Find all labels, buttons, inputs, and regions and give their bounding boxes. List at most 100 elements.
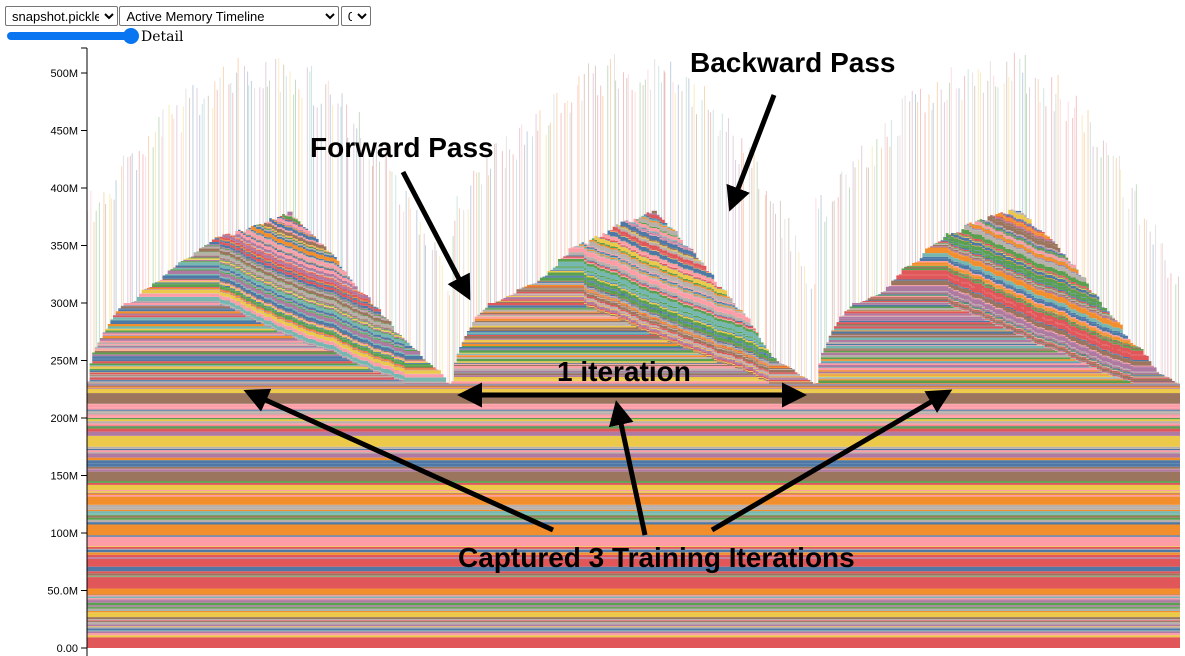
allocation-layer xyxy=(818,373,1108,375)
baseline-layer xyxy=(87,403,1180,405)
allocation-layer xyxy=(261,224,330,252)
baseline-layer xyxy=(87,404,1180,408)
allocation-layer xyxy=(123,303,220,306)
allocation-layer xyxy=(633,218,683,244)
allocation-layer xyxy=(87,381,405,384)
allocation-layer xyxy=(94,349,327,351)
baseline-layer xyxy=(87,515,1180,518)
allocation-layer xyxy=(97,344,314,346)
allocation-layer xyxy=(836,322,993,324)
allocation-layer xyxy=(990,215,1058,247)
detail-slider-row: Detail xyxy=(7,27,183,45)
allocation-layer xyxy=(115,311,241,314)
allocation-layer xyxy=(89,375,392,378)
baseline-layer xyxy=(87,524,1180,536)
allocation-layer xyxy=(852,303,949,305)
slider-thumb[interactable] xyxy=(123,28,139,44)
baseline-layer xyxy=(87,637,1180,648)
baseline-layer xyxy=(87,549,1180,553)
baseline-layer xyxy=(87,595,1180,597)
allocation-layer xyxy=(636,219,681,240)
detail-slider[interactable] xyxy=(7,28,139,44)
allocation-layer xyxy=(469,327,639,330)
allocation-layer xyxy=(474,320,626,323)
allocation-layer xyxy=(818,377,1121,380)
allocation-layer xyxy=(92,359,350,362)
arrow-backward xyxy=(726,94,777,212)
allocation-layer xyxy=(89,366,363,367)
baseline-layer xyxy=(87,507,1180,510)
allocation-layer xyxy=(172,267,415,349)
snapshot-file-select[interactable]: snapshot.pickle xyxy=(5,6,118,26)
allocation-layer xyxy=(94,350,335,353)
baseline-layer xyxy=(87,417,1180,420)
allocation-layer xyxy=(826,345,1043,346)
baseline-layer xyxy=(87,571,1180,574)
allocation-layer xyxy=(102,335,288,336)
allocation-layer xyxy=(110,320,257,323)
allocation-layer xyxy=(568,252,751,326)
baseline-layer xyxy=(87,448,1180,451)
y-tick: 350M xyxy=(50,241,87,253)
allocation-layer xyxy=(623,220,696,254)
baseline-layer xyxy=(87,460,1180,464)
baseline-layer xyxy=(87,552,1180,555)
allocation-layer xyxy=(945,233,1102,306)
allocation-layer xyxy=(643,214,668,225)
allocation-layer xyxy=(204,246,387,319)
allocation-layer xyxy=(269,218,319,243)
arrow-iteration-2 xyxy=(608,400,648,536)
allocation-layer xyxy=(932,244,1115,321)
allocation-layer xyxy=(94,350,330,351)
allocation-layer xyxy=(89,365,361,367)
allocation-layer xyxy=(250,225,340,265)
allocation-layer xyxy=(453,370,746,373)
baseline-layer xyxy=(87,619,1180,621)
allocation-layer xyxy=(1005,214,1037,229)
baseline-layer xyxy=(87,617,1180,620)
baseline-layer xyxy=(87,453,1180,458)
allocation-layer xyxy=(89,366,369,369)
allocation-layer xyxy=(826,342,1035,345)
y-tick-label: 200M xyxy=(50,413,78,425)
baseline-layer xyxy=(87,606,1180,608)
baseline-layer xyxy=(87,535,1180,537)
allocation-layer xyxy=(110,322,262,324)
device-select[interactable]: 0 xyxy=(340,6,371,26)
allocation-layer xyxy=(92,352,337,355)
baseline-layer xyxy=(87,596,1180,599)
allocation-layer xyxy=(89,379,400,381)
y-tick-label: 250M xyxy=(50,356,78,368)
allocation-layer xyxy=(893,279,1149,362)
allocation-layer xyxy=(274,219,314,236)
allocation-layer xyxy=(1005,214,1040,231)
y-tick-label: 400M xyxy=(50,183,78,195)
allocation-layer xyxy=(974,221,1074,265)
allocation-layer xyxy=(828,339,1032,343)
allocation-layer xyxy=(901,268,1144,351)
allocation-layer xyxy=(826,344,1037,346)
allocation-layer xyxy=(849,306,954,309)
allocation-layer xyxy=(831,331,1014,334)
allocation-layer xyxy=(172,267,415,350)
baseline-layer xyxy=(87,410,1180,413)
view-select[interactable]: Active Memory Timeline xyxy=(119,6,340,26)
allocation-layer xyxy=(266,222,324,245)
allocation-layer xyxy=(578,244,743,312)
allocation-layer xyxy=(594,235,728,295)
memory-layers xyxy=(87,209,1180,648)
baseline-layer xyxy=(87,575,1180,577)
allocation-layer xyxy=(620,225,699,260)
allocation-layer xyxy=(565,255,754,327)
baseline-layer xyxy=(87,517,1180,520)
annotations: Backward Pass Forward Pass 1 iteration C… xyxy=(243,47,953,573)
allocation-layer xyxy=(818,375,1113,378)
allocation-layer xyxy=(92,361,353,364)
allocation-layer xyxy=(844,313,972,316)
allocation-layer xyxy=(984,220,1061,253)
allocation-layer xyxy=(826,345,1045,348)
baseline-layer xyxy=(87,463,1180,467)
baseline-layer xyxy=(87,426,1180,429)
baseline-layer xyxy=(87,628,1180,631)
